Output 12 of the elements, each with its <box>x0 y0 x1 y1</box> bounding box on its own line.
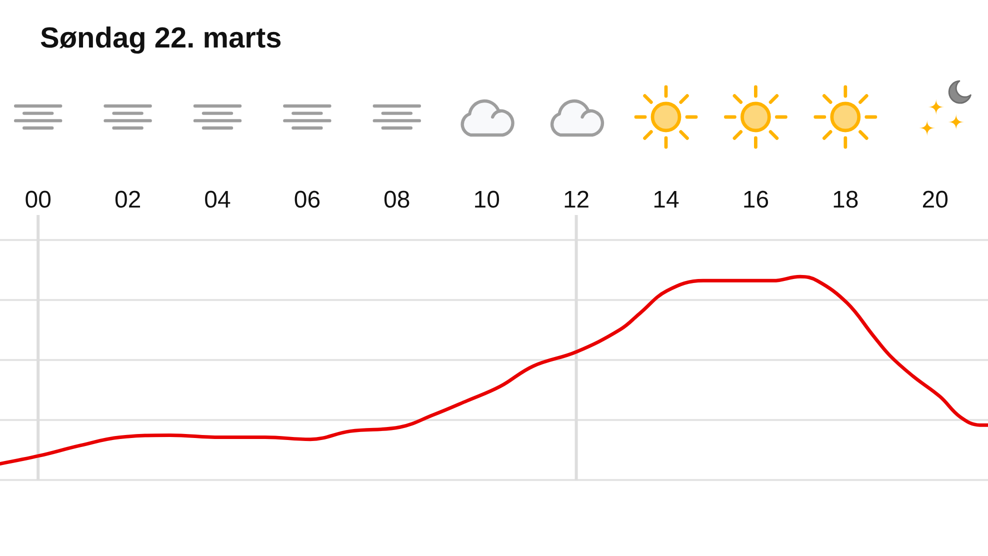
x-tick-label: 12 <box>562 186 590 214</box>
x-tick-label: 18 <box>832 186 859 214</box>
chart-title: Søndag 22. marts <box>40 22 282 54</box>
x-tick-label: 20 <box>922 186 948 214</box>
x-tick-label: 08 <box>384 186 410 214</box>
x-tick-label: 06 <box>294 186 321 214</box>
x-tick-label: 02 <box>114 186 142 214</box>
x-tick-label: 04 <box>204 186 231 214</box>
x-tick-label: 10 <box>473 186 500 214</box>
x-tick-label: 14 <box>652 186 680 214</box>
x-tick-label: 16 <box>742 186 770 214</box>
x-tick-label: 00 <box>24 186 52 214</box>
